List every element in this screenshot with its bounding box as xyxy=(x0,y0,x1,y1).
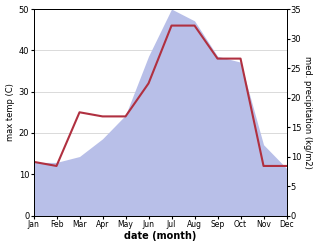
X-axis label: date (month): date (month) xyxy=(124,231,196,242)
Y-axis label: med. precipitation (kg/m2): med. precipitation (kg/m2) xyxy=(303,56,313,169)
Y-axis label: max temp (C): max temp (C) xyxy=(5,83,15,141)
